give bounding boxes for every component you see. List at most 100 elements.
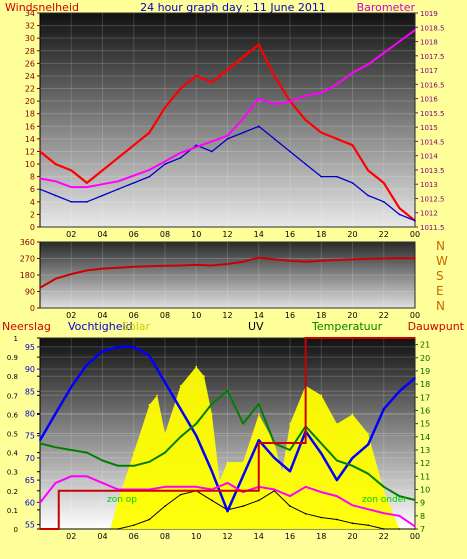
climate-x-tick-label: 08 (160, 532, 170, 541)
solar-series-point (195, 365, 198, 368)
rain-series-line (40, 337, 415, 530)
direction-series-point (226, 263, 229, 265)
uv-series-point (351, 522, 354, 525)
solar-series-point (148, 404, 151, 406)
wind-x-tick-label: 06 (129, 230, 139, 239)
uv-series-point (211, 499, 213, 502)
wind-avg-series-point (242, 131, 244, 134)
wind-axis-tick-label: 4 (30, 198, 35, 207)
barometer-series-point (54, 180, 57, 183)
barometer-axis-tick-label: 1013 (420, 181, 438, 189)
temperature-series-point (86, 451, 88, 454)
temperature-axis-tick-label: 8 (420, 512, 425, 521)
humidity-series-point (70, 386, 73, 388)
temperature-axis-tick-label: 21 (420, 341, 430, 350)
humidity-series-point (148, 354, 151, 357)
wind-avg-series-point (414, 219, 416, 222)
wind-axis-tick-label: 8 (30, 173, 35, 182)
climate-x-tick-label: 22 (379, 532, 389, 541)
solar-series-point (257, 413, 260, 416)
dewpoint-series-point (304, 486, 307, 488)
solar-series-point (242, 461, 244, 463)
solar-label: Solar (122, 320, 151, 333)
uv-axis-tick-label: 0.8 (7, 373, 18, 381)
direction-series-point (211, 264, 213, 267)
temperature-series-point (132, 464, 135, 467)
uv-series-point (336, 518, 338, 521)
barometer-series-point (148, 169, 151, 171)
humidity-series-point (86, 363, 88, 366)
humidity-series-point (257, 439, 260, 441)
wind-gust-series-point (336, 138, 338, 140)
wind-avg-series-point (304, 163, 307, 165)
dewpoint-series-point (336, 495, 338, 497)
temperature-series-point (351, 464, 354, 467)
sunrise-label: zon op (107, 495, 137, 505)
humidity-series-point (101, 350, 104, 353)
direction-x-tick-label: 10 (191, 311, 201, 320)
uv-series-point (414, 528, 416, 530)
humidity-series-point (54, 412, 57, 415)
wind-avg-series-point (351, 182, 354, 184)
humidity-series-point (367, 443, 369, 446)
direction-x-tick-label: 02 (66, 311, 76, 320)
direction-series-point (70, 273, 73, 275)
temperature-series-point (164, 451, 166, 454)
climate-x-tick-label: 10 (191, 532, 201, 541)
direction-axis-tick-label: 180 (20, 271, 35, 280)
wind-x-tick-label: 14 (254, 230, 264, 239)
temperature-series-point (257, 403, 260, 405)
direction-series-point (195, 264, 198, 266)
barometer-axis-tick-label: 1016.5 (420, 81, 445, 89)
barometer-axis-tick-label: 1013.5 (420, 167, 445, 175)
wind-gust-series-point (273, 75, 276, 77)
wind-avg-series-point (289, 150, 291, 153)
climate-x-tick-label: 06 (129, 532, 139, 541)
direction-series-point (117, 266, 119, 269)
temperature-axis-tick-label: 16 (420, 406, 430, 415)
temperature-axis-tick-label: 12 (420, 459, 430, 468)
uv-axis-tick-label: 0.2 (7, 488, 18, 496)
wind-axis-tick-label: 28 (25, 47, 35, 56)
solar-series-point (218, 480, 221, 483)
barometer-axis-tick-label: 1015.5 (420, 110, 445, 118)
barometer-series-point (117, 180, 119, 183)
wind-avg-series-point (148, 175, 151, 178)
solar-series-point (179, 384, 182, 387)
wind-gust-series-point (242, 56, 244, 58)
wind-avg-series-point (273, 138, 276, 140)
uv-axis-tick-label: 0.4 (7, 450, 19, 458)
solar-series-point (320, 394, 323, 397)
dewpoint-series-point (398, 515, 401, 517)
humidity-series-point (211, 470, 213, 473)
wind-gust-series-point (367, 169, 369, 172)
direction-series-point (242, 261, 244, 263)
wind-avg-series-point (195, 144, 198, 146)
wind-x-tick-label: 22 (379, 230, 389, 239)
uv-series-point (117, 528, 119, 530)
solar-series-point (281, 470, 283, 473)
direction-axis-tick-label: 0 (30, 304, 35, 313)
barometer-axis-tick-label: 1017.5 (420, 53, 445, 61)
barometer-axis-label: Barometer (357, 1, 416, 14)
humidity-axis-tick-label: 55 (25, 521, 35, 530)
temperature-series-point (117, 464, 119, 467)
wind-gust-series-point (39, 150, 41, 153)
uv-series-point (320, 516, 323, 519)
dewpoint-series-point (320, 491, 323, 493)
solar-series-point (117, 499, 119, 502)
temperature-series-point (70, 449, 73, 451)
barometer-axis-tick-label: 1012 (420, 210, 438, 218)
dewpoint-series-point (101, 482, 104, 484)
wind-gust-series-point (398, 207, 401, 209)
solar-series-point (351, 413, 354, 416)
barometer-axis-tick-label: 1014.5 (420, 138, 445, 146)
climate-x-tick-label: 04 (97, 532, 107, 541)
barometer-series-point (414, 29, 416, 31)
dewpoint-series-point (414, 525, 416, 528)
wind-gust-series-point (54, 163, 57, 165)
wind-axis-tick-label: 10 (25, 160, 35, 169)
humidity-series-point (117, 346, 119, 348)
uv-axis-tick-label: 0.6 (7, 411, 19, 419)
